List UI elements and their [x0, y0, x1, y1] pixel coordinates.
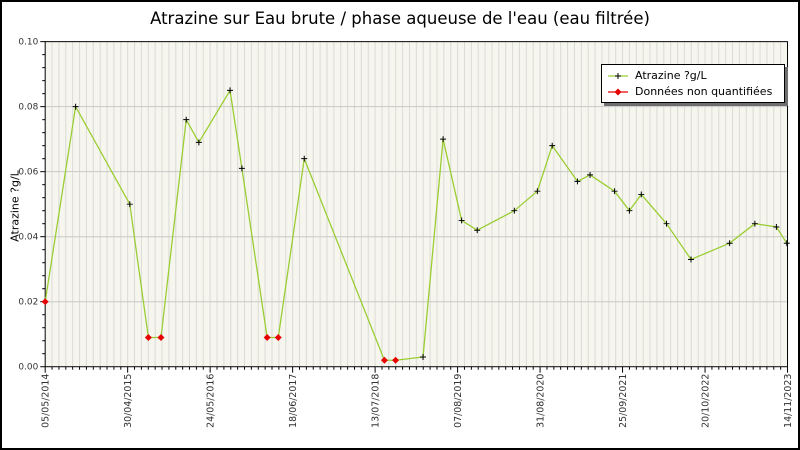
x-tick-label: 31/08/2020 [536, 374, 547, 428]
data-line [44, 89, 788, 361]
data-point-marker [534, 188, 541, 195]
x-tick-label: 05/05/2014 [41, 374, 52, 428]
x-tick-label: 24/05/2016 [206, 374, 217, 428]
data-point-marker [688, 256, 694, 263]
x-tick-label: 13/07/2018 [371, 374, 382, 428]
x-axis-ticks: 05/05/2014 30/04/2015 24/05/2016 18/06/2017… [41, 366, 794, 428]
y-axis-ticks: 0.00 0.02 0.04 0.06 0.08 0.10 [18, 38, 46, 373]
data-point-marker [587, 171, 594, 178]
legend-item-non-quantified: Données non quantifiées [607, 85, 779, 98]
data-point-marker [440, 136, 447, 143]
data-point-marker [511, 207, 518, 214]
data-point-marker [420, 354, 427, 360]
y-tick-label: 0.08 [18, 103, 38, 113]
y-axis-title: Atrazine ?g/L [8, 170, 22, 242]
legend-item-atrazine: Atrazine ?g/L [607, 69, 779, 82]
data-point-marker [195, 139, 202, 146]
x-tick-label: 25/09/2021 [618, 374, 629, 428]
unquantified-marker [157, 334, 165, 341]
data-point-marker [238, 165, 245, 172]
unquantified-marker [263, 334, 271, 341]
x-tick-label: 07/08/2019 [453, 374, 464, 428]
y-tick-label: 0.04 [18, 233, 38, 243]
data-point-marker [126, 201, 133, 208]
legend-line-plus-icon [608, 72, 628, 79]
legend-line-diamond-icon [608, 88, 628, 95]
x-tick-label: 20/10/2022 [701, 374, 712, 428]
x-tick-label: 14/11/2023 [783, 374, 794, 428]
y-tick-label: 0.02 [18, 298, 38, 308]
data-point-marker [227, 87, 233, 94]
chart-title: Atrazine sur Eau brute / phase aqueuse d… [150, 9, 650, 28]
major-gridlines [45, 106, 788, 303]
legend-label-non-quantified: Données non quantifiées [635, 85, 773, 98]
data-point-marker [638, 191, 645, 198]
data-point-marker [458, 217, 465, 224]
data-point-marker [549, 142, 556, 149]
data-point-marker [474, 227, 481, 234]
y-tick-label: 0.06 [18, 168, 38, 178]
legend: Atrazine ?g/L Données non quantifiées [601, 64, 785, 103]
data-point-marker [751, 220, 758, 227]
x-tick-label: 30/04/2015 [123, 374, 134, 428]
data-point-marker [773, 223, 780, 230]
data-point-marker [663, 220, 670, 227]
legend-label-atrazine: Atrazine ?g/L [635, 69, 707, 82]
data-point-marker [611, 188, 618, 195]
unquantified-marker [41, 298, 49, 306]
x-tick-label: 18/06/2017 [288, 374, 299, 428]
y-tick-label: 0.10 [18, 38, 38, 48]
data-point-marker [72, 103, 79, 110]
data-point-marker [574, 178, 581, 185]
data-point-marker [183, 116, 190, 123]
y-tick-label: 0.00 [18, 363, 38, 373]
data-point-marker [783, 240, 790, 247]
data-point-marker [726, 240, 733, 247]
data-point-marker [626, 207, 633, 214]
data-point-marker [301, 155, 308, 162]
